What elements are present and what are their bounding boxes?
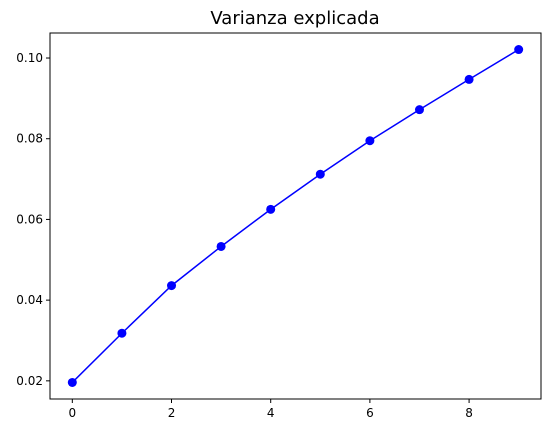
- x-tick-label: 6: [366, 406, 374, 420]
- x-tick-label: 8: [465, 406, 473, 420]
- data-point: [514, 45, 524, 55]
- data-point: [216, 241, 226, 251]
- x-tick-label: 4: [267, 406, 275, 420]
- data-point: [464, 74, 474, 84]
- y-tick-label: 0.06: [16, 212, 43, 226]
- data-point: [117, 328, 127, 338]
- x-tick-label: 2: [168, 406, 176, 420]
- series-line: [71, 48, 520, 383]
- chart-title: Varianza explicada: [210, 8, 379, 29]
- data-point: [67, 377, 77, 387]
- data-point: [315, 169, 325, 179]
- data-point: [266, 204, 276, 214]
- y-axis: 0.02 0.04 0.06 0.08 0.10: [16, 51, 50, 388]
- x-axis: 0 2 4 6 8: [68, 399, 473, 420]
- y-tick-label: 0.02: [16, 374, 43, 388]
- plot-area: [67, 45, 524, 387]
- data-point: [365, 136, 375, 146]
- y-tick-label: 0.10: [16, 51, 43, 65]
- y-tick-label: 0.08: [16, 132, 43, 146]
- y-tick-label: 0.04: [16, 293, 43, 307]
- x-tick-label: 0: [68, 406, 76, 420]
- data-point: [414, 105, 424, 115]
- data-point: [167, 281, 177, 291]
- axes-frame: [49, 32, 542, 400]
